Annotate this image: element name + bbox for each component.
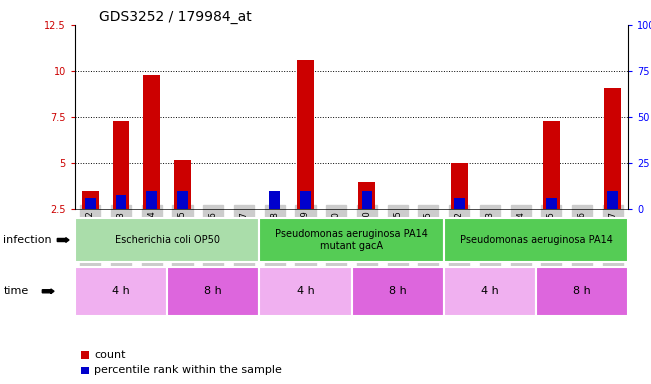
Bar (174, 159, 191, 209)
Bar (259, 267, 352, 316)
Bar (270, 191, 280, 209)
Text: 4 h: 4 h (112, 286, 130, 296)
Bar (361, 191, 372, 209)
Bar (444, 267, 536, 316)
Text: percentile rank within the sample: percentile rank within the sample (94, 366, 283, 376)
Text: Pseudomonas aeruginosa PA14: Pseudomonas aeruginosa PA14 (460, 235, 613, 245)
Bar (300, 191, 311, 209)
Bar (85, 198, 96, 209)
Bar (297, 60, 314, 209)
Bar (454, 198, 465, 209)
Bar (75, 218, 259, 262)
Text: count: count (94, 350, 126, 360)
Bar (359, 182, 376, 209)
Text: GDS3252 / 179984_at: GDS3252 / 179984_at (100, 10, 252, 23)
Bar (536, 267, 628, 316)
Bar (75, 267, 167, 316)
Bar (607, 191, 618, 209)
Bar (116, 195, 126, 209)
Text: 8 h: 8 h (574, 286, 591, 296)
Bar (450, 163, 467, 209)
Bar (259, 218, 444, 262)
Bar (113, 121, 130, 209)
Bar (546, 198, 557, 209)
Bar (543, 121, 560, 209)
Text: time: time (3, 286, 29, 296)
Text: Escherichia coli OP50: Escherichia coli OP50 (115, 235, 219, 245)
Text: infection: infection (3, 235, 52, 245)
Text: 8 h: 8 h (389, 286, 406, 296)
Bar (444, 218, 628, 262)
Bar (82, 191, 99, 209)
Bar (604, 88, 621, 209)
Bar (146, 191, 157, 209)
Text: 4 h: 4 h (297, 286, 314, 296)
Text: 8 h: 8 h (204, 286, 222, 296)
Bar (352, 267, 444, 316)
Bar (143, 75, 160, 209)
Text: Pseudomonas aeruginosa PA14
mutant gacA: Pseudomonas aeruginosa PA14 mutant gacA (275, 229, 428, 251)
Bar (167, 267, 259, 316)
Bar (177, 191, 188, 209)
Text: 4 h: 4 h (481, 286, 499, 296)
